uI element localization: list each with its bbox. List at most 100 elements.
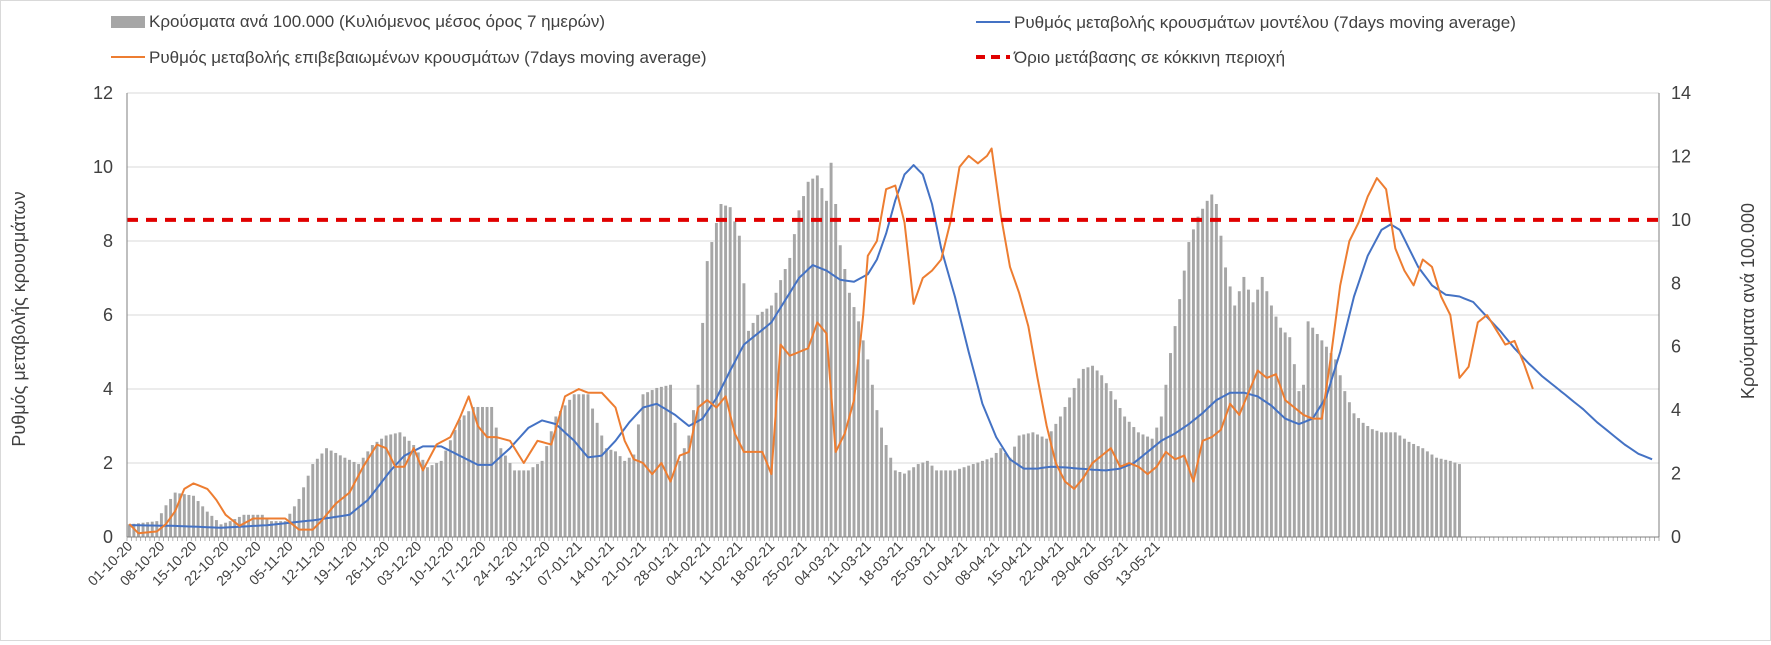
bar [302,487,306,537]
bar [499,448,503,537]
bar [1095,370,1099,537]
bar [618,456,622,537]
bar [141,522,145,537]
bar [765,308,769,537]
bar [655,387,659,537]
bar [1054,423,1058,537]
bar [265,517,269,537]
bar [173,492,177,537]
bar [797,210,801,538]
bar [646,392,650,537]
bar [517,470,521,537]
bar [898,471,902,537]
bar-series [127,162,1461,538]
bar [760,311,764,537]
bar [270,521,273,537]
bar [1146,436,1150,537]
bar [1210,194,1214,537]
bar [577,394,581,537]
bar [870,384,874,537]
bar [595,422,599,537]
bar [1191,229,1195,537]
bar [485,406,489,537]
bar [444,450,448,537]
bar [522,470,526,537]
bar [893,470,897,537]
bar [1022,434,1026,537]
bar [1435,457,1439,537]
bar [1458,464,1461,537]
axes [126,93,1660,541]
y-left-tick-label: 6 [103,305,113,325]
bar [581,394,585,537]
bar [311,464,315,537]
bar [389,434,393,537]
bar [1260,276,1264,537]
bar [558,410,562,537]
bar [481,406,484,537]
bar [462,415,466,537]
bar [416,452,420,537]
legend: Κρούσματα ανά 100.000 (Κυλιόμενος μέσος … [111,12,1516,67]
bar [1306,321,1310,537]
bar [1058,416,1062,537]
bar [1228,286,1232,537]
y-right-tick-label: 12 [1671,146,1691,166]
bar [586,394,590,537]
bar [1045,438,1049,537]
legend-swatch-bars [111,16,145,28]
bar [1274,316,1278,537]
bar [902,473,906,537]
y-right-tick-label: 14 [1671,83,1691,103]
bar [508,463,512,537]
bar [1040,436,1044,537]
y-right-tick-label: 10 [1671,210,1691,230]
bar [1251,302,1255,537]
bar [384,435,388,537]
bar [531,467,535,537]
bar [609,449,613,537]
bar [1375,430,1379,537]
y-left-tick-label: 0 [103,527,113,547]
bar [1003,452,1007,537]
bar [1439,458,1443,537]
bar [1104,383,1108,537]
bar [980,460,984,537]
bar [549,431,553,537]
bar [1269,305,1273,537]
bar [705,261,709,537]
line-series [127,147,1659,535]
bar [861,340,865,537]
bar [627,457,631,537]
bar [1366,426,1370,537]
bar [334,452,338,537]
bar [490,406,494,537]
bar [1416,446,1420,537]
bar [806,181,810,538]
bar [228,521,232,537]
y-right-tick-label: 2 [1671,464,1681,484]
bar [150,521,154,537]
bar [1219,235,1223,537]
confirmed-line [128,147,1534,535]
bar [425,467,429,537]
bar [659,386,663,537]
bar [1393,432,1397,537]
bar [1031,432,1035,537]
bar [315,458,319,537]
bar [182,494,186,537]
bar [1430,454,1434,537]
bar [779,280,783,537]
bar [398,432,402,537]
bar [1288,337,1292,537]
bar [971,464,975,537]
bar [907,470,911,537]
bar [1384,432,1388,537]
bar [650,390,654,537]
bar [448,440,452,537]
bar [1072,387,1076,537]
bar [155,521,159,537]
bar [788,257,792,537]
bar [540,460,544,537]
